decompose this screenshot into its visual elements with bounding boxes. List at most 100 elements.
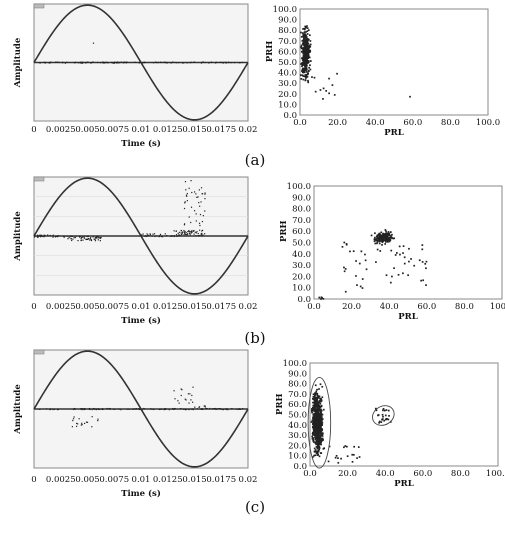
data-point (241, 61, 243, 64)
data-point (316, 388, 318, 391)
data-point (178, 234, 180, 236)
data-point (373, 238, 376, 241)
data-point (344, 290, 347, 293)
data-point (184, 201, 186, 203)
data-point (321, 432, 324, 434)
data-point (344, 445, 347, 447)
data-point (43, 234, 45, 236)
data-point (73, 62, 76, 64)
data-point (387, 239, 390, 241)
data-point (319, 414, 322, 416)
data-point (181, 234, 183, 236)
data-point (311, 456, 314, 458)
data-point (77, 423, 79, 425)
data-point (113, 62, 116, 64)
data-point (138, 408, 140, 410)
data-point (176, 235, 178, 237)
data-point (317, 454, 320, 456)
data-point (91, 409, 93, 411)
data-point (306, 73, 309, 76)
data-point (144, 61, 146, 64)
data-point (62, 235, 64, 237)
data-point (99, 408, 101, 410)
data-point (317, 444, 320, 447)
data-point (239, 61, 241, 64)
data-point (421, 244, 424, 246)
data-point (37, 234, 39, 236)
x-tick-label: 0.01 (132, 475, 151, 485)
data-point (387, 240, 389, 243)
data-point (77, 240, 79, 242)
data-point (312, 415, 315, 418)
data-point (89, 238, 91, 240)
data-point (318, 441, 320, 444)
data-point (123, 62, 125, 64)
data-point (204, 192, 206, 194)
data-point (78, 418, 80, 420)
data-point (320, 440, 323, 442)
data-point (319, 419, 322, 422)
data-point (303, 42, 306, 44)
data-point (322, 98, 324, 100)
data-point (143, 407, 145, 410)
data-point (381, 241, 384, 244)
data-point (374, 242, 377, 245)
data-point (316, 436, 318, 439)
data-point (203, 405, 205, 407)
data-point (80, 237, 82, 240)
data-point (305, 52, 307, 55)
data-point (204, 233, 206, 235)
data-point (314, 441, 317, 444)
data-point (389, 238, 392, 241)
data-point (197, 235, 199, 237)
y-tick-label: 40.0 (292, 250, 311, 260)
data-point (83, 408, 85, 411)
data-point (318, 438, 321, 440)
data-point (49, 62, 51, 64)
data-point (138, 62, 140, 64)
data-point (219, 408, 221, 410)
x-tick-label: 80.0 (441, 118, 460, 128)
data-point (305, 71, 308, 73)
data-point (204, 405, 206, 407)
data-point (52, 234, 54, 236)
data-point (184, 202, 186, 204)
data-point (315, 392, 318, 395)
data-point (80, 62, 82, 64)
data-point (306, 27, 309, 29)
data-point (306, 54, 308, 56)
data-point (381, 413, 384, 416)
data-point (317, 421, 320, 424)
plot-title-nub (33, 349, 45, 355)
x-tick-label: 0.0125 (153, 302, 183, 312)
data-point (343, 266, 345, 269)
data-point (105, 61, 107, 63)
data-point (146, 233, 148, 235)
data-point (102, 408, 104, 411)
data-point (303, 71, 306, 74)
data-point (191, 408, 193, 410)
data-point (177, 400, 179, 402)
data-point (383, 419, 385, 422)
data-point (44, 62, 46, 64)
data-point (187, 393, 189, 395)
data-point (381, 235, 384, 238)
data-point (55, 235, 57, 238)
data-point (190, 180, 192, 182)
data-point (305, 36, 308, 38)
sine-curve (33, 350, 249, 468)
data-point (307, 55, 309, 58)
data-point (410, 258, 412, 260)
data-point (349, 250, 351, 253)
data-point (300, 46, 303, 49)
data-point (180, 407, 182, 410)
data-point (306, 52, 309, 55)
data-point (54, 236, 57, 238)
data-point (191, 191, 193, 194)
data-point (301, 57, 304, 59)
data-point (312, 401, 314, 404)
data-point (126, 61, 128, 63)
data-point (391, 275, 393, 278)
data-point (90, 239, 92, 241)
data-point (386, 239, 388, 241)
